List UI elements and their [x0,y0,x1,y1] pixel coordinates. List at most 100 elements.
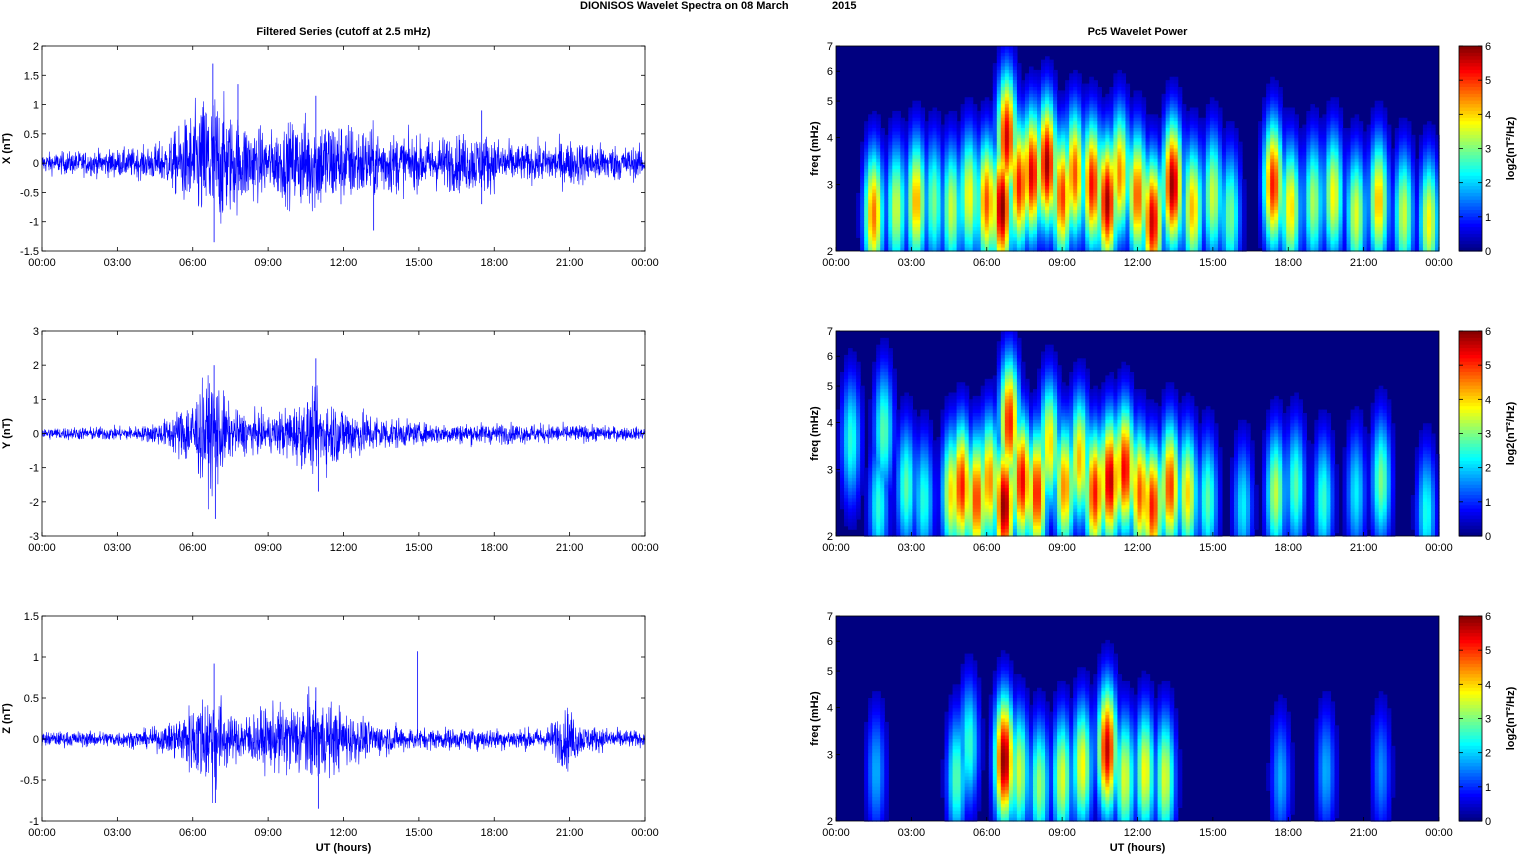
heatmap-cell [980,117,986,122]
heatmap-cell [1414,206,1420,211]
heatmap-cell [1149,169,1155,174]
heatmap-cell [1000,114,1006,119]
heatmap-cell [912,196,917,201]
heatmap-cell [1338,169,1344,174]
heatmap-cell [920,155,926,160]
heatmap-cell [1298,134,1303,139]
heatmap-cell [1366,175,1372,180]
heatmap-cell [1382,186,1388,191]
heatmap-cell [1057,107,1062,112]
heatmap-cell [960,117,966,122]
heatmap-cell [968,151,974,156]
heatmap-cell [1077,179,1082,184]
heatmap-cell [1032,145,1038,150]
heatmap-cell [1217,128,1223,133]
heatmap-cell [1041,93,1046,98]
heatmap-cell [1117,145,1123,150]
heatmap-cell [1197,162,1203,167]
heatmap-cell [1310,196,1315,201]
heatmap-cell [1302,186,1307,191]
heatmap-cell [1358,203,1364,208]
y-tick-label: 1.5 [24,611,39,623]
heatmap-cell [944,216,950,221]
heatmap-cell [912,186,917,191]
heatmap-cell [1330,114,1336,119]
heatmap-cell [1145,192,1151,197]
heatmap-cell [948,110,954,115]
heatmap-cell [1069,134,1074,139]
heatmap-cell [996,128,1002,133]
series-line [41,375,646,510]
heatmap-cell [1149,131,1155,136]
heatmap-cell [1294,182,1299,187]
heatmap-cell [1089,83,1094,88]
heatmap-cell [916,179,922,184]
heatmap-cell [1093,192,1098,197]
heatmap-cell [1177,155,1183,160]
heatmap-cell [984,155,990,160]
heatmap-cell [1213,179,1219,184]
heatmap-cell [1089,100,1094,105]
heatmap-cell [1004,107,1010,112]
heatmap-cell [1314,138,1319,143]
heatmap-cell [1430,182,1436,187]
heatmap-cell [1394,175,1400,180]
heatmap-cell [872,216,877,221]
heatmap-cell [1012,158,1018,163]
heatmap-cell [988,203,994,208]
heatmap-cell [1430,124,1436,129]
heatmap-cell [1322,158,1328,163]
heatmap-cell [1125,97,1131,102]
heatmap-cell [912,158,917,163]
heatmap-cell [1374,151,1380,156]
heatmap-cell [1037,145,1042,150]
heatmap-cell [1205,203,1211,208]
heatmap-cell [932,121,938,126]
heatmap-cell [1037,76,1042,81]
heatmap-cell [904,138,909,143]
heatmap-cell [1129,206,1135,211]
heatmap-cell [1406,158,1412,163]
heatmap-cell [1310,141,1315,146]
heatmap-cell [1330,131,1336,136]
heatmap-cell [1225,213,1231,218]
heatmap-cell [988,151,994,156]
heatmap-cell [1065,158,1070,163]
heatmap-cell [1065,206,1070,211]
heatmap-cell [1165,213,1171,218]
heatmap-cell [952,124,958,129]
heatmap-cell [1414,210,1420,215]
heatmap-cell [1153,175,1159,180]
heatmap-cell [1193,124,1199,129]
heatmap-cell [1093,100,1098,105]
heatmap-cell [1012,128,1018,133]
heatmap-cell [1238,169,1243,174]
heatmap-cell [1338,165,1344,170]
heatmap-cell [908,165,913,170]
heatmap-cell [1020,155,1026,160]
heatmap-cell [1020,213,1026,218]
heatmap-cell [1157,155,1163,160]
heatmap-cell [1205,121,1211,126]
heatmap-cell [964,124,970,129]
heatmap-cell [1378,182,1384,187]
heatmap-cell [1406,182,1412,187]
x-tick-label: 06:00 [179,827,207,839]
heatmap-cell [876,151,881,156]
heatmap-cell [1173,162,1179,167]
heatmap-cell [1290,192,1295,197]
heatmap-cell [976,203,982,208]
heatmap-cell [1229,186,1235,191]
heatmap-cell [1089,192,1094,197]
heatmap-cell [1101,124,1106,129]
heatmap-cell [1065,114,1070,119]
heatmap-cell [1137,107,1143,112]
heatmap-cell [1020,110,1026,115]
heatmap-cell [992,97,998,102]
heatmap-cell [1024,76,1030,81]
heatmap-cell [1418,175,1424,180]
heatmap-cell [1129,203,1135,208]
heatmap-cell [1016,186,1022,191]
heatmap-cell [1004,199,1010,204]
heatmap-cell [1008,186,1014,191]
